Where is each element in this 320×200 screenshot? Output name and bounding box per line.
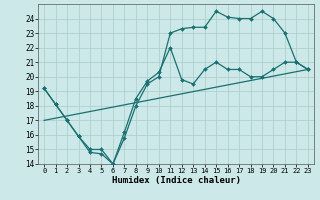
X-axis label: Humidex (Indice chaleur): Humidex (Indice chaleur) <box>111 176 241 185</box>
